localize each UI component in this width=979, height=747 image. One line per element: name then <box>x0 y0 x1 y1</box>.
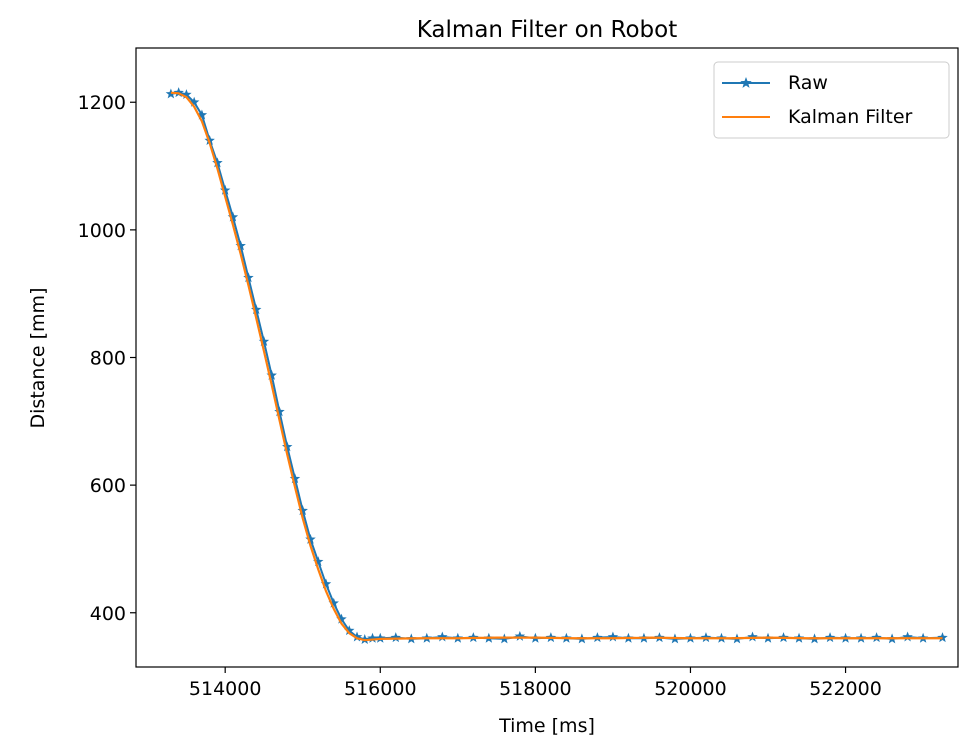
legend-raw-label: Raw <box>788 72 828 94</box>
raw-point <box>181 89 192 100</box>
y-tick-label: 1000 <box>78 220 126 242</box>
legend: Raw Kalman Filter <box>713 61 950 139</box>
raw-point <box>344 625 355 636</box>
raw-point <box>871 632 882 643</box>
raw-point <box>219 184 231 195</box>
x-tick-label: 522000 <box>809 678 882 700</box>
plot-frame <box>135 47 959 668</box>
y-tick-label: 1200 <box>78 92 126 114</box>
raw-point <box>328 597 339 608</box>
raw-point <box>305 533 316 544</box>
y-tick-label: 400 <box>90 603 126 625</box>
x-tick-label: 514000 <box>189 678 262 700</box>
raw-point <box>824 632 836 643</box>
kalman-series-line <box>170 91 943 642</box>
raw-point <box>227 211 239 222</box>
raw-point <box>313 556 324 567</box>
plot-area <box>136 48 958 667</box>
raw-point <box>289 473 301 484</box>
raw-point <box>336 613 347 624</box>
raw-point <box>592 632 603 643</box>
raw-point <box>375 632 386 643</box>
raw-point <box>390 632 402 643</box>
raw-point <box>266 369 277 380</box>
raw-point <box>250 304 262 315</box>
raw-point <box>281 441 293 452</box>
y-tick-label: 600 <box>90 475 126 497</box>
raw-point <box>437 631 448 642</box>
raw-point <box>514 630 526 641</box>
raw-point <box>359 634 370 645</box>
raw-point <box>747 631 758 642</box>
legend-raw-marker <box>740 77 752 88</box>
y-tick-label: 800 <box>90 348 126 370</box>
raw-point <box>297 505 308 516</box>
chart-title: Kalman Filter on Robot <box>417 17 678 43</box>
raw-point <box>274 406 285 417</box>
y-axis-label: Distance [mm] <box>27 288 49 429</box>
x-axis-ticks: 514000 516000 518000 520000 522000 <box>189 667 882 700</box>
x-tick-label: 516000 <box>344 678 417 700</box>
raw-point <box>258 336 270 346</box>
legend-kalman-label: Kalman Filter <box>788 106 913 128</box>
raw-point <box>196 109 208 120</box>
raw-point <box>188 96 200 107</box>
raw-point <box>320 578 332 589</box>
raw-point <box>902 631 913 642</box>
plot-content <box>165 87 948 645</box>
raw-point <box>243 272 254 283</box>
x-axis-label: Time [ms] <box>498 715 595 737</box>
raw-point <box>235 240 246 251</box>
raw-point <box>607 631 619 642</box>
raw-point <box>367 632 378 643</box>
y-axis-ticks: 400 600 800 1000 1200 <box>78 92 136 625</box>
raw-point <box>700 632 712 643</box>
raw-point <box>173 87 184 98</box>
raw-point <box>937 632 948 643</box>
raw-point <box>351 631 363 642</box>
x-tick-label: 518000 <box>499 678 572 700</box>
x-tick-label: 520000 <box>654 678 727 700</box>
legend-box <box>713 61 950 139</box>
raw-point <box>212 157 223 168</box>
